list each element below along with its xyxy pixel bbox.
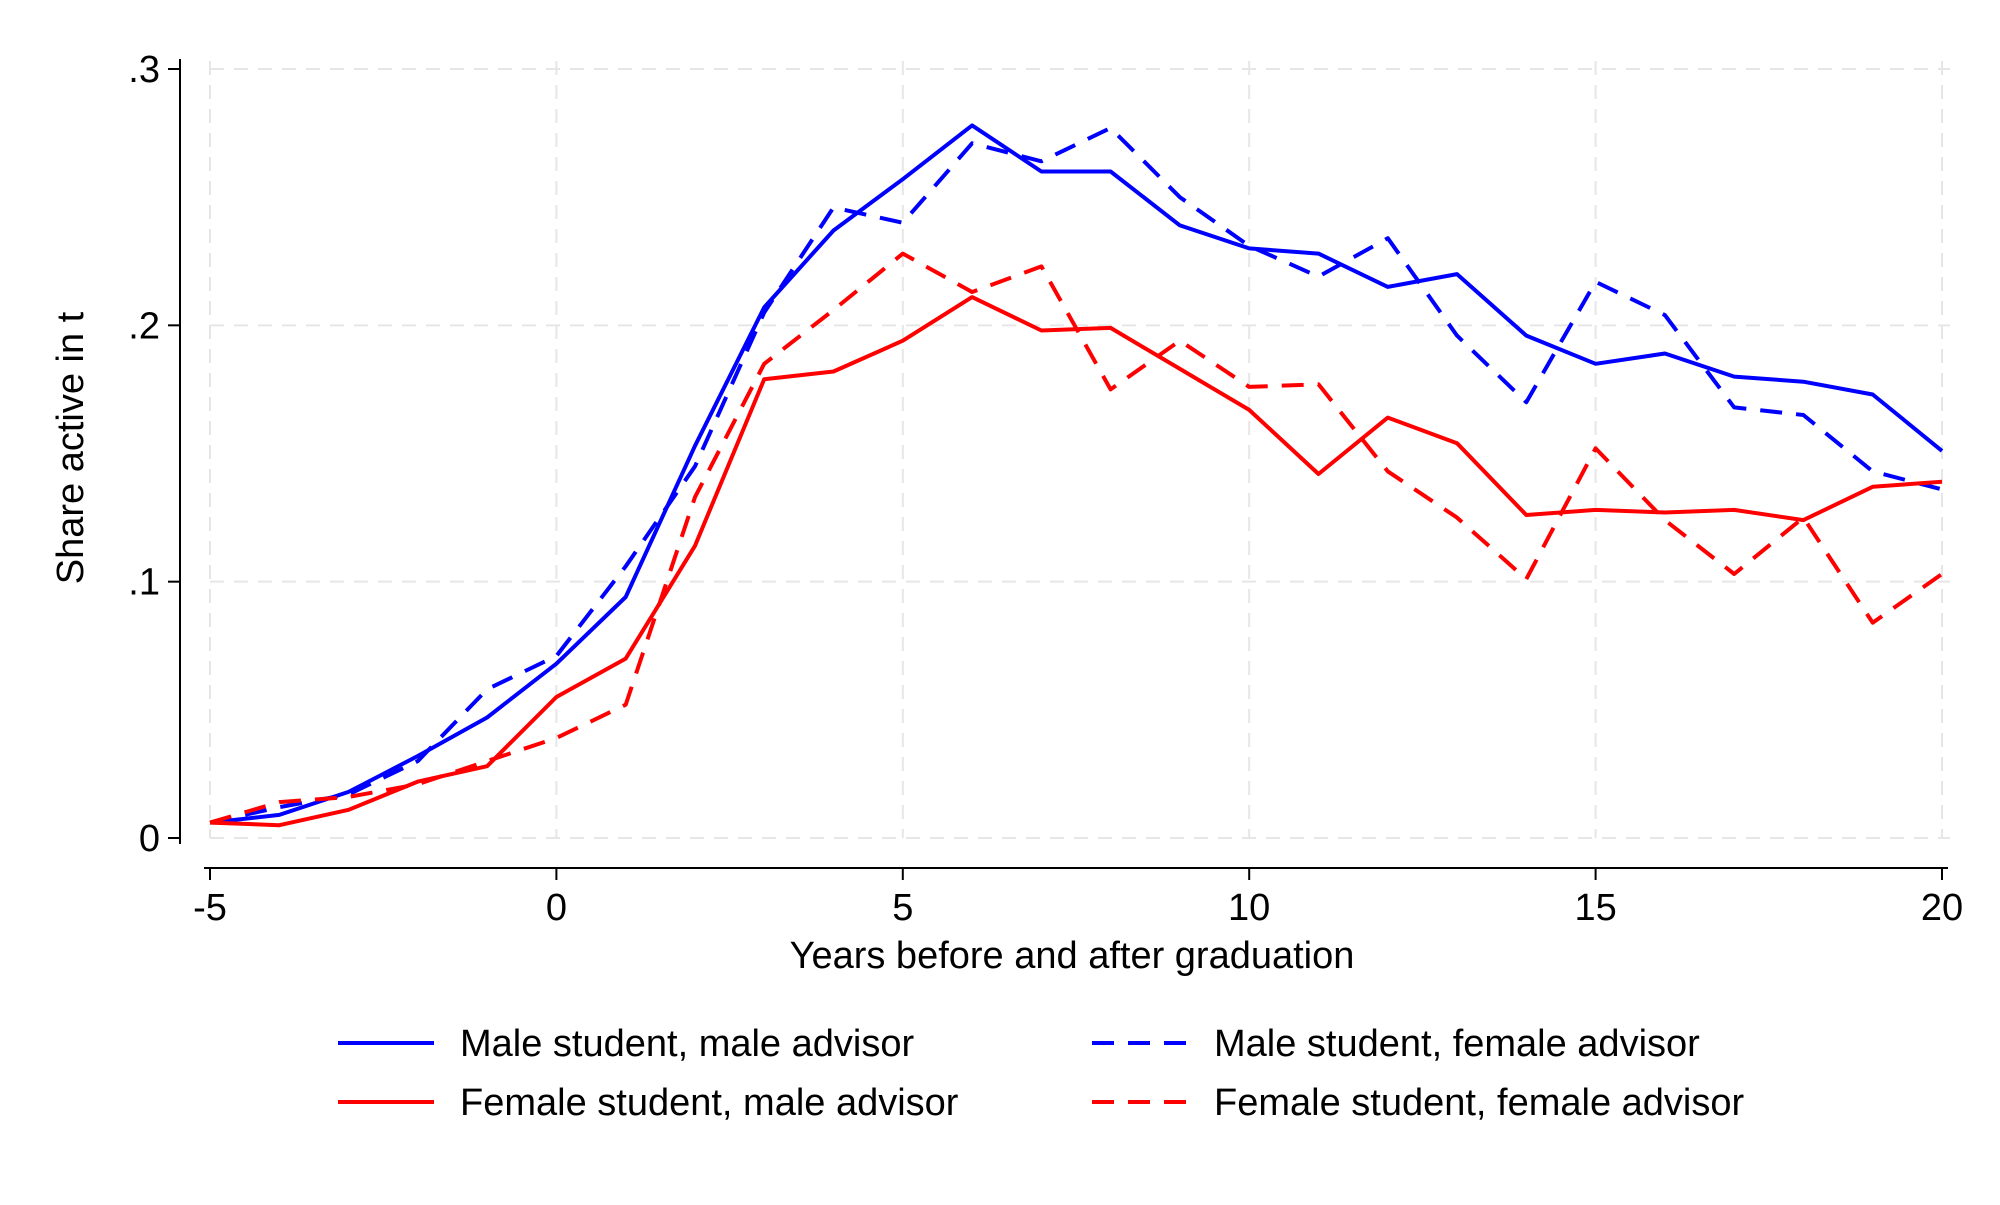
y-tick-label: .1 [128, 562, 160, 604]
series-layer [209, 123, 1944, 828]
x-tick-label: 0 [546, 887, 567, 929]
y-tick-label: 0 [139, 818, 160, 860]
axis-layer: 0 .1 .2 .3 -5 0 5 10 15 20 [128, 49, 1963, 929]
x-tick-label: 20 [1921, 887, 1963, 929]
x-tick-label: -5 [193, 887, 227, 929]
legend: Male student, male advisor Male student, … [338, 1023, 1744, 1124]
series-line-female-student-male-advisor [209, 295, 1943, 828]
series-line-female-student-female-advisor [209, 251, 1944, 825]
series-line-male-student-female-advisor [209, 126, 1943, 825]
x-axis-title: Years before and after graduation [790, 935, 1355, 977]
grid-layer [209, 61, 1950, 839]
y-axis-title: Share active in t [50, 311, 92, 584]
series-line-male-student-male-advisor [209, 123, 1944, 825]
legend-label: Male student, female advisor [1214, 1023, 1700, 1065]
x-tick-label: 5 [892, 887, 913, 929]
legend-item-female-student-male-advisor: Female student, male advisor [338, 1082, 959, 1124]
legend-item-male-student-male-advisor: Male student, male advisor [338, 1023, 914, 1065]
legend-item-female-student-female-advisor: Female student, female advisor [1092, 1082, 1744, 1124]
y-tick-label: .3 [128, 49, 160, 91]
x-tick-label: 10 [1228, 887, 1270, 929]
y-tick-label: .2 [128, 305, 160, 347]
x-tick-label: 15 [1574, 887, 1616, 929]
legend-item-male-student-female-advisor: Male student, female advisor [1092, 1023, 1700, 1065]
legend-label: Female student, male advisor [460, 1082, 959, 1124]
legend-label: Female student, female advisor [1214, 1082, 1744, 1124]
legend-label: Male student, male advisor [460, 1023, 914, 1065]
